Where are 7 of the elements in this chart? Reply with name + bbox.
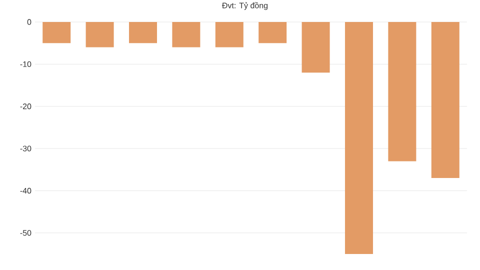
y-tick-label: -20 bbox=[20, 104, 32, 110]
y-tick-label: -30 bbox=[20, 146, 32, 152]
y-tick-label: -10 bbox=[20, 61, 32, 68]
chart-title: Đvt: Tỷ đồng bbox=[222, 2, 268, 10]
y-tick-label: -40 bbox=[20, 188, 32, 194]
y-tick-label: 0 bbox=[27, 19, 32, 25]
y-tick-label: -50 bbox=[20, 230, 32, 236]
